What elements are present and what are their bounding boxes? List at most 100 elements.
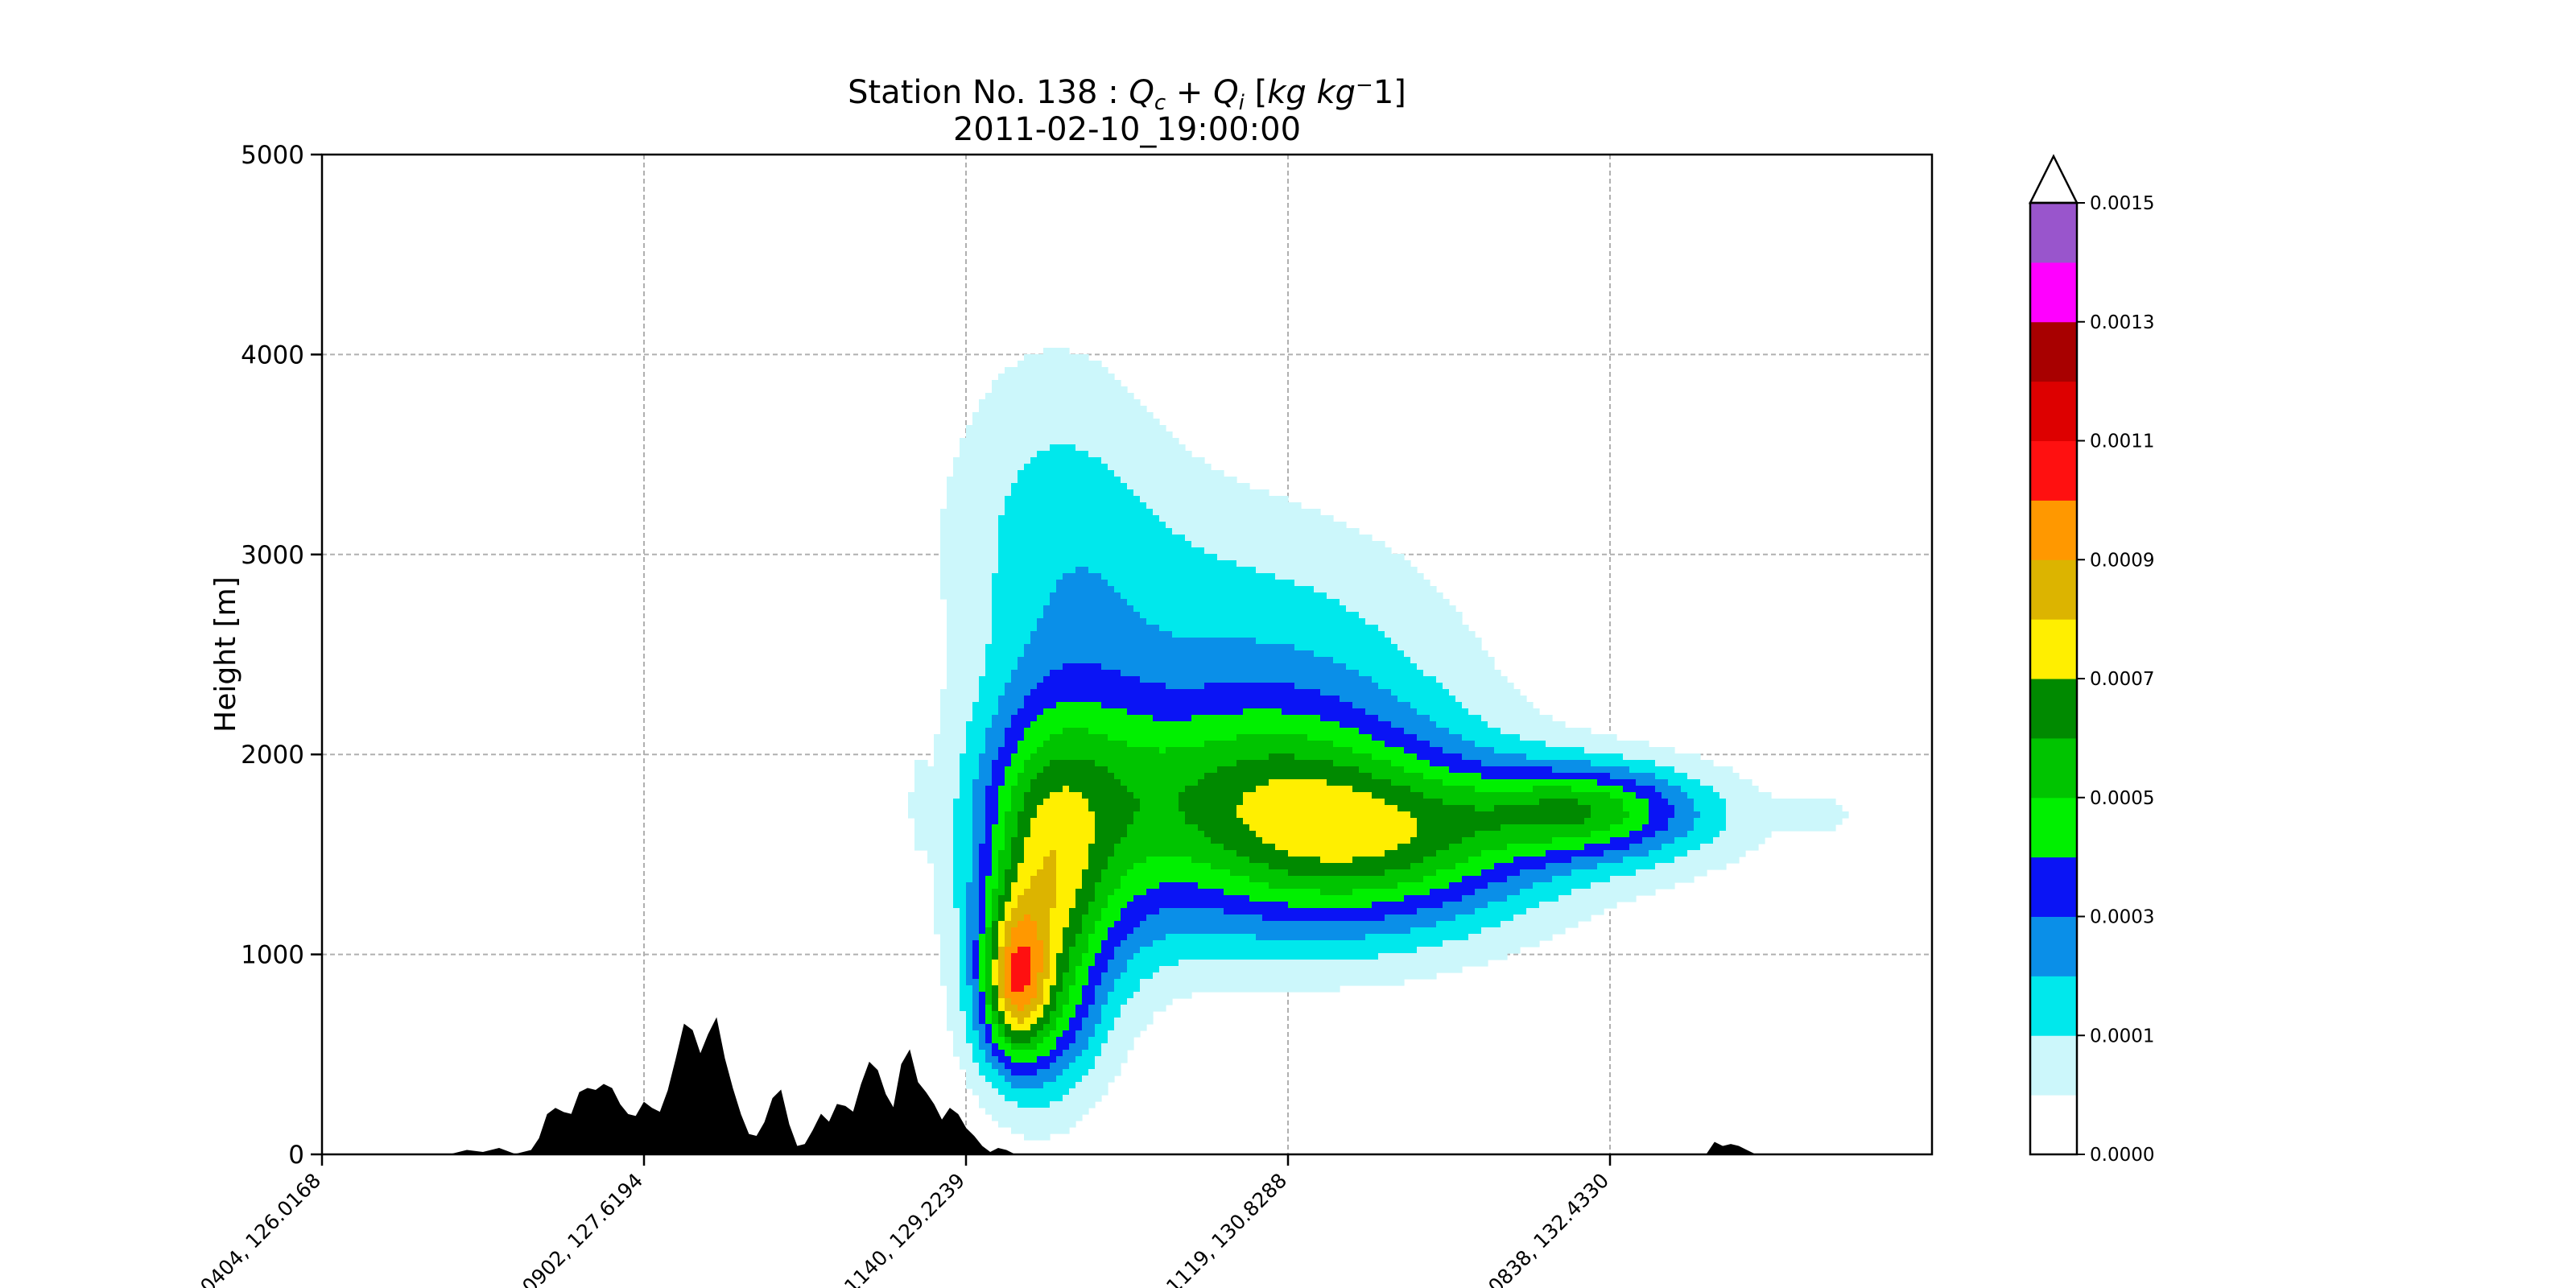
contour-cell [972, 998, 980, 1005]
contour-cell [979, 689, 1005, 696]
contour-cell [1108, 1030, 1141, 1038]
contour-cell [1179, 805, 1237, 812]
contour-cell [979, 1043, 993, 1051]
contour-cell [992, 386, 1128, 394]
contour-cell [1649, 799, 1669, 806]
contour-cell [1423, 876, 1463, 883]
contour-cell [1133, 992, 1192, 999]
contour-cell [998, 1024, 1005, 1031]
contour-cell [998, 998, 1005, 1005]
contour-cell [953, 1030, 967, 1038]
colorbar-segment [2030, 916, 2077, 976]
contour-cell [1043, 966, 1051, 973]
contour-cell [1314, 650, 1405, 658]
contour-cell [992, 902, 999, 909]
contour-cell [979, 1101, 1018, 1108]
contour-cell [1513, 857, 1572, 864]
contour-cell [1526, 908, 1604, 915]
contour-cell [998, 914, 1005, 922]
contour-cell [1011, 670, 1051, 677]
colorbar-tick-label: 0.0015 [2090, 193, 2154, 214]
contour-cell [1127, 741, 1205, 748]
contour-cell [1539, 799, 1579, 806]
contour-cell [1095, 811, 1134, 819]
contour-cell [985, 953, 993, 960]
contour-cell [1011, 927, 1038, 935]
contour-cell [1127, 966, 1160, 973]
contour-cell [1050, 1018, 1057, 1025]
contour-cell [1018, 895, 1057, 902]
contour-cell [953, 895, 967, 902]
contour-cell [1030, 953, 1044, 960]
contour-cell [1043, 979, 1057, 986]
contour-cell [998, 702, 1025, 709]
contour-cell [1011, 882, 1031, 890]
contour-cell [1668, 799, 1695, 806]
contour-cell [1455, 696, 1527, 703]
contour-cell [992, 1005, 999, 1012]
contour-cell [985, 934, 993, 941]
contour-cell [1030, 689, 1321, 696]
contour-cell [1082, 953, 1096, 960]
contour-cell [1037, 625, 1160, 632]
contour-cell [1481, 773, 1611, 780]
contour-cell [1166, 683, 1205, 690]
contour-cell [992, 947, 999, 954]
contour-cell [1642, 837, 1675, 844]
contour-cell [1121, 914, 1147, 922]
contour-cell [1108, 998, 1128, 1005]
contour-cell [1494, 805, 1591, 812]
contour-cell [1005, 947, 1018, 954]
contour-cell [1063, 663, 1102, 671]
contour-cell [1069, 786, 1128, 793]
contour-cell [992, 1043, 999, 1051]
contour-cell [1475, 908, 1527, 915]
contour-cell [1101, 1011, 1121, 1018]
contour-cell [1005, 1037, 1012, 1044]
contour-cell [960, 1005, 973, 1012]
colorbar-tick-label: 0.0003 [2090, 907, 2154, 928]
contour-cell [992, 921, 999, 928]
contour-cell [1494, 747, 1585, 754]
contour-cell [992, 960, 999, 967]
contour-cell [1011, 837, 1025, 844]
contour-cell [998, 895, 1012, 902]
contour-cell [1056, 586, 1115, 593]
contour-cell [1101, 1005, 1121, 1012]
contour-cell [1127, 998, 1173, 1005]
contour-cell [934, 747, 967, 754]
contour-cell [947, 605, 993, 613]
contour-cell [1462, 734, 1521, 741]
contour-cell [972, 1050, 986, 1057]
contour-cell [1056, 895, 1076, 902]
contour-cell [979, 683, 1005, 690]
contour-cell [1191, 857, 1250, 864]
contour-cell [998, 708, 1018, 716]
contour-cell [998, 972, 1005, 980]
contour-cell [1443, 902, 1488, 909]
contour-cell [1417, 708, 1469, 716]
contour-cell [1088, 902, 1108, 909]
contour-cell [1063, 927, 1083, 935]
contour-cell [1088, 1043, 1102, 1051]
contour-cell [992, 573, 1063, 580]
contour-cell [972, 960, 980, 967]
contour-cell [1011, 934, 1038, 941]
contour-cell [1687, 850, 1746, 857]
contour-cell [1127, 708, 1244, 716]
contour-cell [1050, 966, 1057, 973]
contour-cell [985, 947, 993, 954]
contour-cell [979, 1037, 986, 1044]
contour-cell [1056, 580, 1108, 587]
contour-cell [1140, 985, 1340, 993]
contour-cell [1018, 876, 1031, 883]
contour-cell [1005, 927, 1012, 935]
contour-cell [1030, 979, 1038, 986]
contour-cell [972, 985, 980, 993]
contour-cell [1082, 914, 1102, 922]
contour-cell [1275, 573, 1424, 580]
y-tick-label: 5000 [241, 141, 304, 170]
contour-cell [1088, 728, 1360, 735]
contour-cell [1385, 631, 1476, 638]
contour-cell [1069, 953, 1083, 960]
